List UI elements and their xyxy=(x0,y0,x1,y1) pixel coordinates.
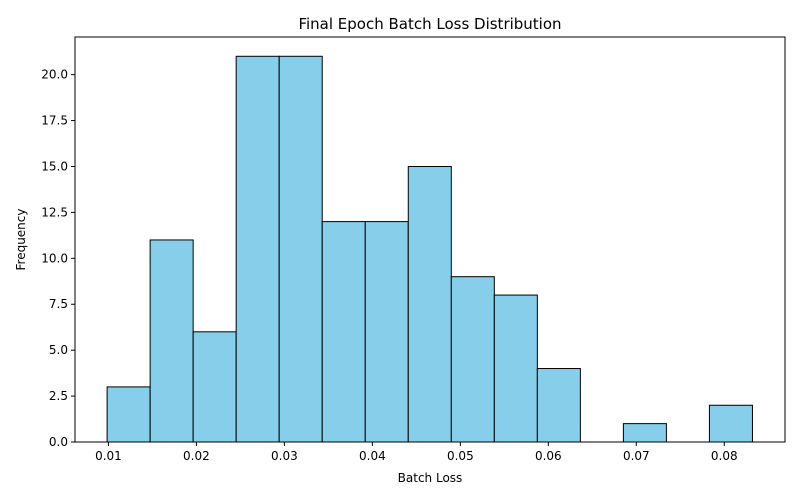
x-tick-label: 0.08 xyxy=(711,449,738,463)
y-tick-label: 15.0 xyxy=(41,159,68,173)
chart-title: Final Epoch Batch Loss Distribution xyxy=(298,15,561,33)
histogram-bar xyxy=(149,239,194,443)
histogram-bar xyxy=(321,221,366,443)
histogram-bar xyxy=(450,276,495,443)
plot-frame xyxy=(74,36,786,443)
histogram-bar xyxy=(192,331,237,443)
histogram-bar xyxy=(708,404,753,443)
x-axis-label: Batch Loss xyxy=(398,471,463,485)
histogram-bar xyxy=(536,368,581,443)
y-tick-label: 5.0 xyxy=(49,343,68,357)
y-tick-label: 0.0 xyxy=(49,435,68,449)
y-tick-label: 17.5 xyxy=(41,114,68,128)
y-tick-label: 7.5 xyxy=(49,297,68,311)
x-tick-label: 0.07 xyxy=(623,449,650,463)
y-tick-label: 10.0 xyxy=(41,251,68,265)
histogram-bar xyxy=(493,294,538,443)
histogram-bar xyxy=(235,55,280,443)
x-tick-label: 0.03 xyxy=(271,449,298,463)
y-tick-label: 12.5 xyxy=(41,205,68,219)
x-axis-ticks: 0.01 0.02 0.03 0.04 0.05 0.06 0.07 0.08 xyxy=(95,442,738,463)
x-tick-label: 0.02 xyxy=(183,449,210,463)
bars-group xyxy=(106,55,753,443)
histogram-bar xyxy=(106,386,151,443)
y-axis-ticks: 0.0 2.5 5.0 7.5 10.0 12.5 15.0 17.5 20.0 xyxy=(41,68,75,449)
y-tick-label: 20.0 xyxy=(41,68,68,82)
histogram-bar xyxy=(278,55,323,443)
x-tick-label: 0.01 xyxy=(95,449,122,463)
histogram-bar xyxy=(407,165,452,443)
x-tick-label: 0.04 xyxy=(359,449,386,463)
x-tick-label: 0.05 xyxy=(447,449,474,463)
y-tick-label: 2.5 xyxy=(49,389,68,403)
histogram-bar xyxy=(622,423,667,443)
y-axis-label: Frequency xyxy=(14,209,28,271)
histogram-bar xyxy=(364,221,409,443)
x-tick-label: 0.06 xyxy=(535,449,562,463)
